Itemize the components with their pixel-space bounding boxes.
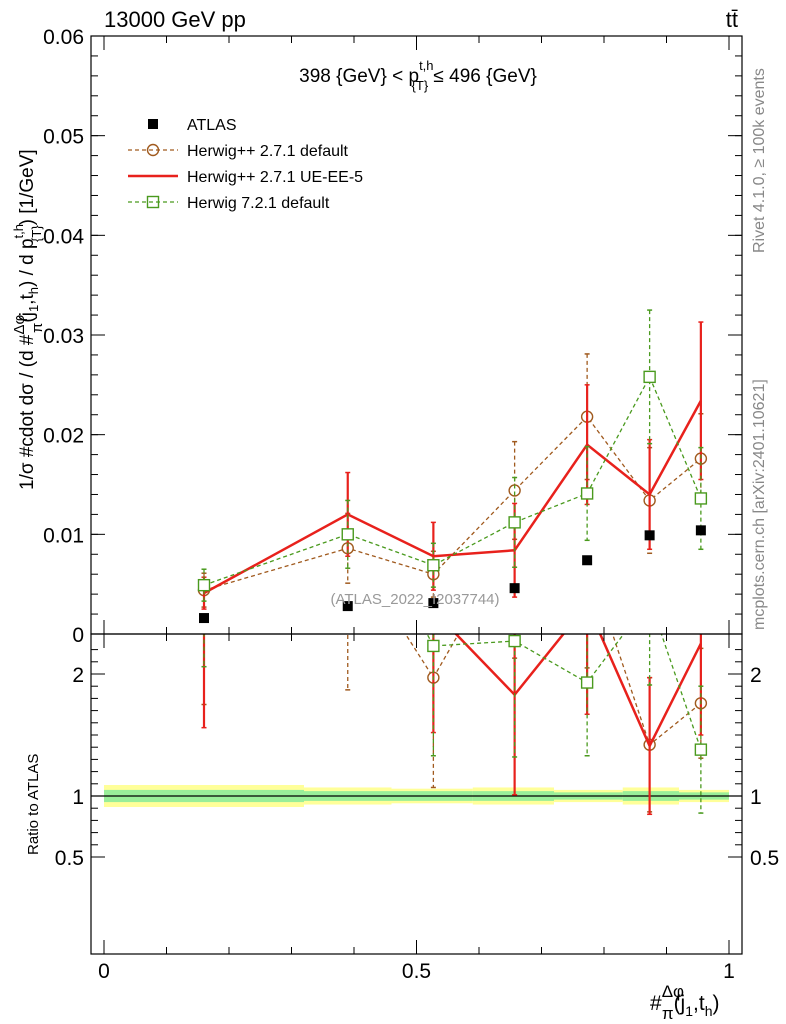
ratio-herwig7-marker-3	[508, 634, 521, 648]
ratio-tick-label-left-0: 0.5	[55, 847, 84, 870]
main-herwig7-marker-1	[341, 528, 354, 541]
process-label: tt̄	[726, 7, 738, 32]
atlas-point-6	[695, 525, 706, 536]
ratio-y-axis-label: Ratio to ATLAS	[25, 754, 42, 855]
main-herwig7-marker-6	[694, 492, 708, 505]
axis-ticks: 0 0.5 1 0 0.01 0.02 0.03 0.04 0.05 0.06 0.5 0.5 1 1 2 2	[43, 26, 779, 983]
ratio-tick-label-right-0: 0.5	[750, 847, 779, 870]
legend-label-herwig-default: Herwig++ 2.7.1 default	[187, 143, 349, 160]
atlas-point-2	[428, 598, 439, 609]
analysis-watermark: (ATLAS_2022_I2037744)	[330, 591, 499, 608]
main-panel-series	[197, 309, 708, 624]
x-tick-label-1: 0.5	[402, 960, 431, 983]
rivet-version-label: Rivet 4.1.0, ≥ 100k events	[751, 68, 768, 253]
y-tick-label-1: 0.01	[43, 524, 84, 547]
legend-label-herwig-ueee5: Herwig++ 2.7.1 UE-EE-5	[187, 169, 363, 186]
main-herwig7-marker-5	[643, 370, 656, 384]
legend-marker-herwig-default	[146, 143, 160, 157]
x-tick-label-0: 0	[98, 960, 110, 983]
legend: ATLAS Herwig++ 2.7.1 default Herwig++ 2.…	[128, 117, 363, 212]
main-herwig-ueee5-line	[203, 400, 702, 595]
x-tick-label-2: 1	[723, 960, 735, 983]
y-tick-label-0: 0	[72, 624, 84, 647]
ratio-herwig7-line	[426, 634, 702, 750]
y-tick-label-3: 0.03	[43, 325, 84, 348]
ratio-herwig7-marker-5	[644, 594, 655, 605]
ratio-panel-series	[199, 539, 708, 816]
main-herwig-default-line	[203, 415, 702, 591]
ratio-tick-label-right-1: 1	[750, 786, 762, 809]
ratio-tick-label-left-2: 2	[72, 664, 84, 687]
ratio-herwig7-marker-4	[580, 676, 594, 689]
ratio-tick-label-right-2: 2	[750, 664, 762, 687]
main-herwig7-marker-3	[508, 516, 521, 529]
main-herwig7-marker-4	[580, 487, 594, 500]
ratio-herwig7-marker-0	[199, 539, 210, 550]
y-tick-label-4: 0.04	[43, 225, 84, 248]
y-tick-label-6: 0.06	[43, 26, 84, 49]
y-tick-label-5: 0.05	[43, 126, 84, 149]
mcplots-label: mcplots.cern.ch [arXiv:2401.10621]	[751, 379, 768, 630]
atlas-point-4	[582, 555, 593, 566]
ratio-herwig7-marker-2	[427, 639, 440, 653]
atlas-point-3	[509, 583, 520, 594]
chart-title: 398 {GeV} < pt,h {T} ≤ 496 {GeV}	[299, 58, 537, 93]
ratio-herwig-default-line	[404, 634, 702, 746]
legend-label-atlas: ATLAS	[187, 117, 237, 134]
legend-marker-herwig7	[146, 195, 160, 209]
legend-marker-atlas	[148, 119, 158, 129]
legend-label-herwig7: Herwig 7.2.1 default	[187, 195, 330, 212]
atlas-point-1	[342, 601, 353, 612]
main-herwig7-marker-2	[427, 559, 440, 572]
x-axis-label: #Δφ π(j1,th)	[650, 982, 720, 1023]
atlas-point-0	[199, 613, 209, 624]
ratio-herwig7-marker-6	[694, 743, 708, 756]
y-axis-label: 1/σ #cdot dσ / (d #Δφπ(j1,th) / d pt,h {T…	[11, 149, 46, 490]
ratio-uncertainty-bands	[91, 785, 742, 807]
ratio-tick-label-left-1: 1	[72, 786, 84, 809]
energy-label: 13000 GeV pp	[104, 7, 246, 32]
atlas-point-5	[644, 530, 655, 541]
y-tick-label-2: 0.02	[43, 425, 84, 448]
ratio-herwig-ueee5-line	[454, 634, 702, 749]
main-herwig7-marker-0	[197, 578, 211, 592]
